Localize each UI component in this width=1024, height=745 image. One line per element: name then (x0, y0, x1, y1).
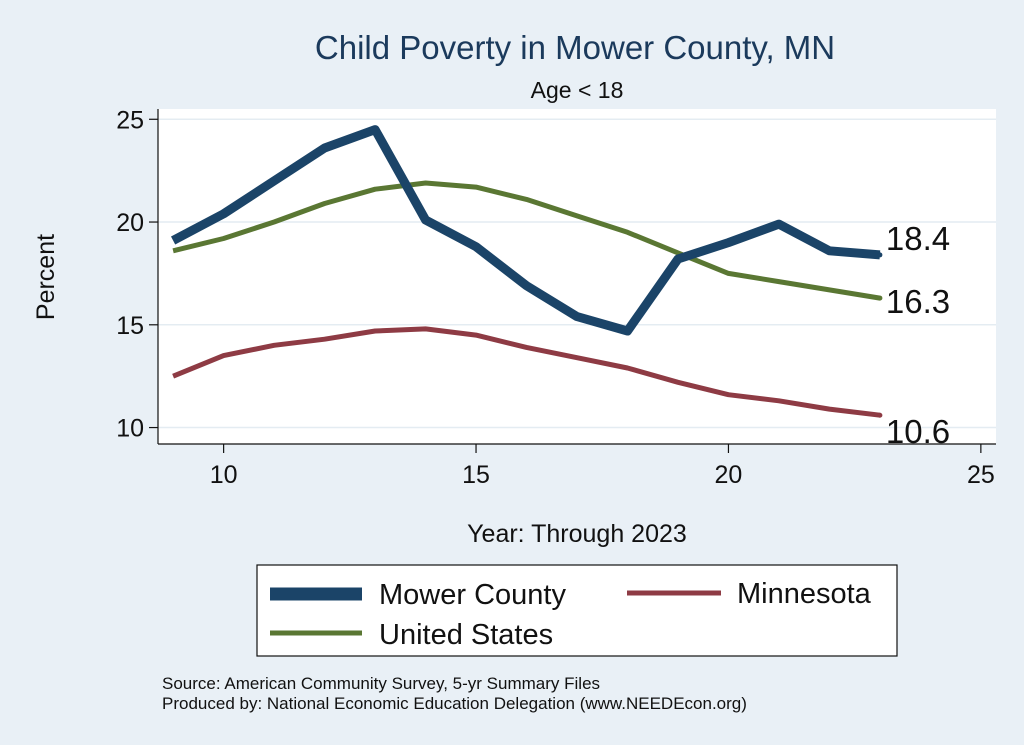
tick-marks: 10 15 20 25 10 15 20 25 (116, 106, 995, 489)
plot-area (158, 109, 996, 444)
series-lines (170, 125, 883, 418)
end-label-mower-county: 18.4 (886, 220, 950, 257)
y-tick-label-15: 15 (116, 312, 144, 340)
x-tick-label-15: 15 (462, 461, 490, 489)
chart-title: Child Poverty in Mower County, MN (315, 29, 835, 66)
end-point-minnesota (877, 412, 883, 418)
grid-lines (158, 118, 996, 429)
chart-subtitle: Age < 18 (531, 77, 624, 103)
end-label-united-states: 16.3 (886, 283, 950, 320)
end-label-minnesota: 10.6 (886, 413, 950, 450)
producer-note: Produced by: National Economic Education… (162, 694, 747, 713)
x-tick-label-20: 20 (715, 461, 743, 489)
end-point-united-states (877, 295, 883, 301)
legend-label-mower-county: Mower County (379, 579, 566, 611)
y-tick-label-25: 25 (116, 106, 144, 134)
axes (157, 109, 996, 445)
legend: Mower County Minnesota United States (256, 564, 898, 657)
legend-label-minnesota: Minnesota (737, 578, 872, 610)
legend-label-united-states: United States (379, 619, 553, 651)
end-point-mower-county (877, 252, 883, 258)
source-note: Source: American Community Survey, 5-yr … (162, 674, 600, 693)
y-axis-label: Percent (32, 234, 60, 320)
x-tick-label-25: 25 (967, 461, 995, 489)
y-tick-label-20: 20 (116, 209, 144, 237)
end-labels: 18.4 10.6 16.3 (886, 220, 950, 450)
series-line-mower-county (170, 125, 881, 336)
legend-box (256, 564, 898, 657)
series-line-united-states (172, 180, 881, 301)
y-tick-label-10: 10 (116, 415, 144, 443)
x-tick-label-10: 10 (210, 461, 238, 489)
series-line-minnesota (172, 326, 881, 418)
x-axis-label: Year: Through 2023 (467, 520, 687, 548)
